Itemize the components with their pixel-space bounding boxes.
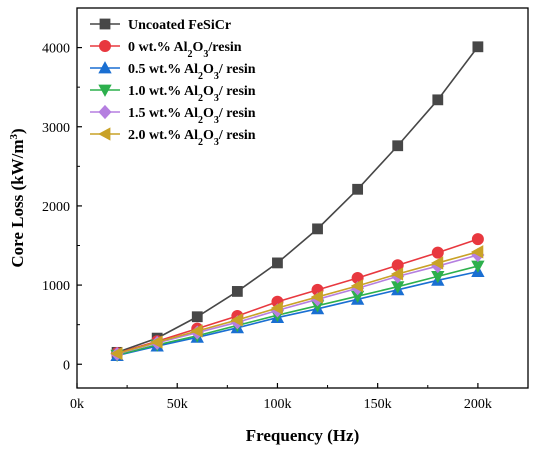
y-tick-label: 3000 xyxy=(42,121,70,136)
data-point xyxy=(230,313,243,327)
y-axis-title-main: Core Loss (kW/m xyxy=(8,140,27,268)
data-point xyxy=(430,256,444,270)
x-tick-label: 0k xyxy=(70,397,84,412)
legend-text-part: O xyxy=(193,40,204,55)
series-line xyxy=(116,46,479,354)
legend-label: 1.5 wt.% Al2O3/ resin xyxy=(128,106,256,126)
legend-entry: 2.0 wt.% Al2O3/ resin xyxy=(90,127,256,148)
data-point xyxy=(471,245,484,259)
data-point xyxy=(432,94,444,106)
legend-subscript: 3 xyxy=(214,115,219,126)
data-point xyxy=(110,346,123,361)
series-line xyxy=(116,270,479,357)
y-axis-title-close: ) xyxy=(8,128,27,134)
legend-marker xyxy=(99,18,111,30)
x-axis-title: Frequency (Hz) xyxy=(246,426,359,445)
series-6 xyxy=(110,245,484,361)
legend-subscript: 2 xyxy=(198,115,203,126)
x-tick-label: 150k xyxy=(364,397,392,412)
data-point xyxy=(150,335,163,349)
legend-subscript: 2 xyxy=(188,49,193,60)
data-point xyxy=(392,140,404,152)
y-axis-title: Core Loss (kW/m3) xyxy=(8,128,27,267)
legend-text-part: /resin xyxy=(207,40,241,55)
legend-text-part: / resin xyxy=(218,106,256,121)
legend-text-part: O xyxy=(203,62,214,77)
plot-frame xyxy=(76,7,529,389)
data-point xyxy=(272,257,283,269)
legend-label: 1.0 wt.% Al2O3/ resin xyxy=(128,84,256,104)
series-3 xyxy=(110,264,485,361)
x-tick-label: 50k xyxy=(167,397,188,412)
legend-text-part: 0 wt.% Al xyxy=(128,40,188,55)
legend-text-part: / resin xyxy=(218,84,256,99)
data-point xyxy=(350,279,364,293)
legend-marker xyxy=(98,104,112,120)
data-point xyxy=(431,246,444,259)
y-tick-label: 4000 xyxy=(42,42,70,57)
legend-text-part: 2.0 wt.% Al xyxy=(128,128,198,143)
data-point xyxy=(231,286,243,297)
data-point xyxy=(312,223,323,235)
legend-text-part: O xyxy=(203,84,214,99)
legend-subscript: 3 xyxy=(203,49,208,60)
data-point xyxy=(472,41,484,53)
x-tick-label: 100k xyxy=(263,397,291,412)
data-point xyxy=(270,301,283,315)
legend-text-part: / resin xyxy=(218,62,256,77)
legend-marker xyxy=(99,40,112,53)
legend-marker xyxy=(98,127,111,141)
series-line xyxy=(116,238,479,354)
legend-marker xyxy=(98,61,112,74)
legend-text-part: 1.0 wt.% Al xyxy=(128,84,198,99)
legend-subscript: 3 xyxy=(214,71,219,82)
legend-text-part: O xyxy=(203,106,214,121)
legend-text-part: Uncoated FeSiCr xyxy=(128,18,231,33)
data-point xyxy=(191,311,203,323)
y-tick-label: 0 xyxy=(63,358,70,373)
plot-border xyxy=(76,7,529,389)
series-line xyxy=(116,251,479,355)
axis-ticks: 0k 50k 100k 150k 200k 0 1000 2000 3000 4000 xyxy=(42,42,492,412)
legend-text-part: 0.5 wt.% Al xyxy=(128,62,198,77)
legend-entry: Uncoated FeSiCr xyxy=(90,18,231,33)
legend-entry: 1.0 wt.% Al2O3/ resin xyxy=(90,84,256,104)
legend-subscript: 2 xyxy=(198,93,203,104)
legend-subscript: 3 xyxy=(214,137,219,148)
legend-subscript: 2 xyxy=(198,137,203,148)
legend-entry: 1.5 wt.% Al2O3/ resin xyxy=(90,104,256,126)
series-4 xyxy=(110,260,485,362)
legend-text-part: 1.5 wt.% Al xyxy=(128,106,198,121)
y-tick-label: 2000 xyxy=(42,200,70,215)
legend-label: 2.0 wt.% Al2O3/ resin xyxy=(128,128,256,148)
legend-text-part: O xyxy=(203,128,214,143)
data-point xyxy=(352,183,364,195)
series-line xyxy=(116,265,479,356)
legend-subscript: 2 xyxy=(198,71,203,82)
legend-entry: 0 wt.% Al2O3/resin xyxy=(90,40,242,60)
y-axis-title-superscript: 3 xyxy=(8,134,20,140)
series-layer xyxy=(110,41,485,362)
legend-subscript: 3 xyxy=(214,93,219,104)
data-point xyxy=(310,290,323,304)
y-tick-label: 1000 xyxy=(42,279,70,294)
legend-label: 0.5 wt.% Al2O3/ resin xyxy=(128,62,256,82)
series-line xyxy=(116,254,479,355)
legend-marker xyxy=(98,84,112,97)
data-point xyxy=(390,267,404,281)
data-point xyxy=(471,233,484,246)
x-tick-label: 200k xyxy=(464,397,492,412)
legend-text-part: / resin xyxy=(218,128,256,143)
legend-label: 0 wt.% Al2O3/resin xyxy=(128,40,242,60)
data-point xyxy=(190,324,203,338)
legend-entry: 0.5 wt.% Al2O3/ resin xyxy=(90,61,256,82)
legend-label: Uncoated FeSiCr xyxy=(128,18,231,33)
